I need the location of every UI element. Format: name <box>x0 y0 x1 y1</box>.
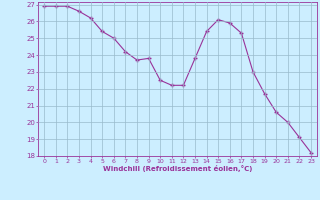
X-axis label: Windchill (Refroidissement éolien,°C): Windchill (Refroidissement éolien,°C) <box>103 165 252 172</box>
